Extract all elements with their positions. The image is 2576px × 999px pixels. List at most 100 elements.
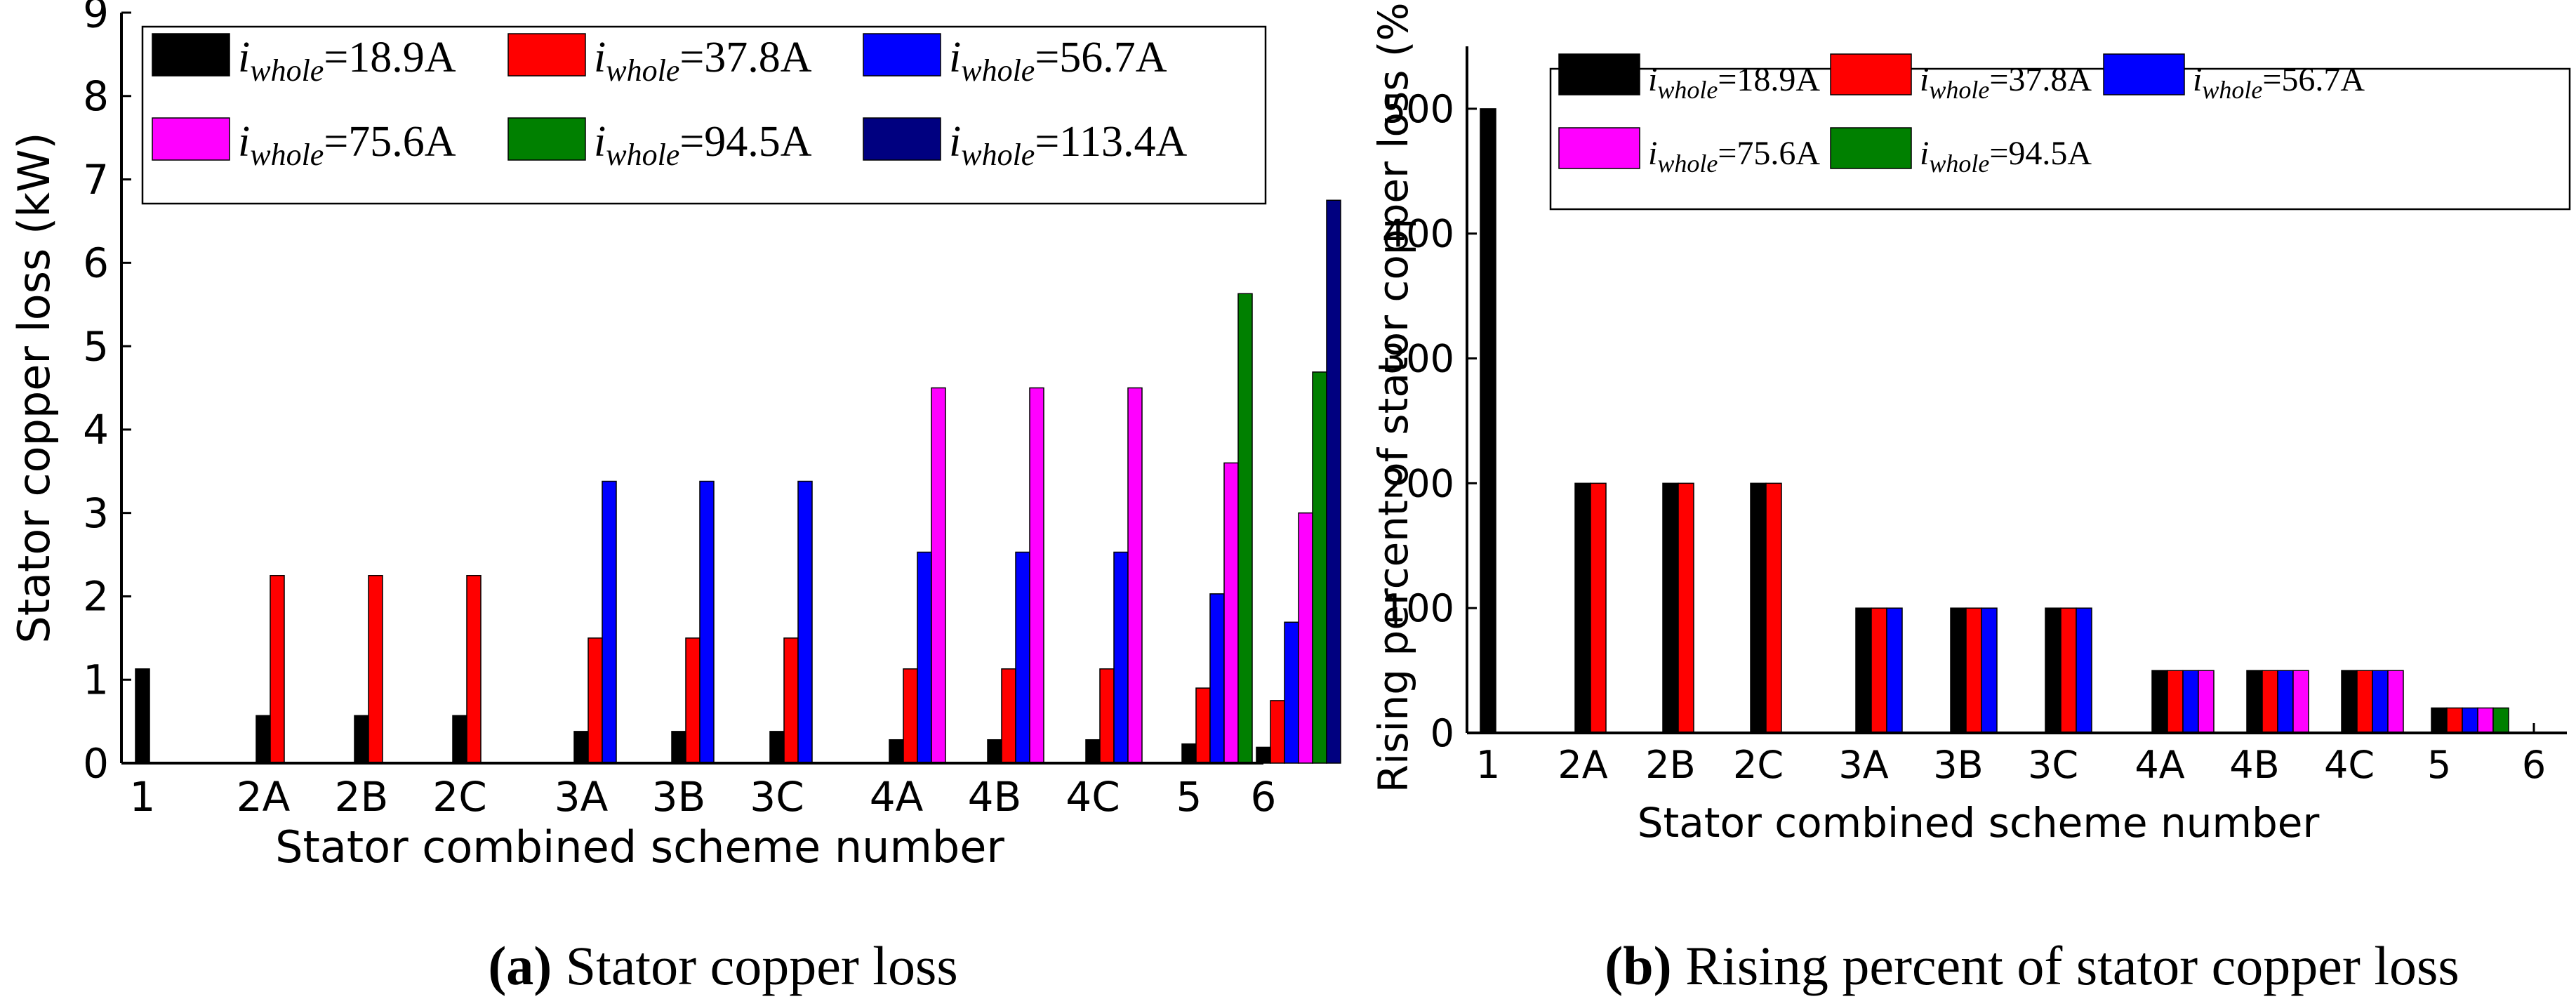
bar-b-4B-s4	[2292, 670, 2309, 734]
x-tick-label-b-3C: 3C	[2028, 743, 2078, 787]
bar-b-3A-s1	[1855, 607, 1872, 734]
legend-label-a-s3: iwhole=56.7A	[949, 34, 1167, 88]
legend-value: =94.5A	[679, 118, 811, 166]
x-tick-label-b-2A: 2A	[1558, 743, 1607, 787]
y-tick-label-b-300: 300	[1382, 336, 1454, 381]
bar-b-3C-s3	[2076, 607, 2092, 734]
bar-b-3B-s1	[1950, 607, 1967, 734]
x-tick-label-b-4A: 4A	[2135, 743, 2184, 787]
legend-label-a-s5: iwhole=94.5A	[594, 118, 812, 172]
legend-subscript: whole	[250, 138, 324, 172]
bar-a-3C-s2	[783, 637, 799, 764]
legend-subscript: whole	[961, 53, 1035, 88]
legend-i-symbol: i	[238, 118, 250, 166]
legend-value: =37.8A	[1989, 61, 2092, 98]
x-tick-label-b-4B: 4B	[2229, 743, 2279, 787]
bar-a-5-s2	[1195, 687, 1211, 764]
x-tick-label-a-4A: 4A	[870, 773, 924, 821]
x-tick-label-b-2B: 2B	[1645, 743, 1695, 787]
legend-label-b-s3: iwhole=56.7A	[2193, 61, 2365, 104]
legend-value: =75.6A	[1718, 135, 1820, 172]
legend-label-a-s2: iwhole=37.8A	[594, 34, 812, 88]
bar-a-4A-s2	[903, 668, 918, 764]
legend-subscript: whole	[961, 138, 1035, 172]
x-axis-title-a: Stator combined scheme number	[275, 821, 1004, 873]
bar-a-4C-s3	[1113, 551, 1129, 764]
bar-a-4A-s3	[917, 551, 932, 764]
x-tick-label-a-1: 1	[130, 773, 156, 821]
x-tick-label-a-3A: 3A	[555, 773, 609, 821]
bar-a-4A-s4	[931, 387, 946, 764]
legend-swatch-b-s4	[1558, 127, 1640, 169]
y-tick-label-a-8: 8	[83, 72, 109, 120]
caption-b-letter: (b)	[1605, 935, 1671, 996]
legend-value: =56.7A	[1035, 34, 1167, 81]
legend-subscript: whole	[2202, 76, 2262, 104]
y-tick-label-b-0: 0	[1430, 711, 1454, 755]
x-tick-label-b-5: 5	[2427, 743, 2451, 787]
legend-b	[1549, 67, 2571, 211]
bar-a-2A-s2	[270, 575, 285, 764]
y-tick-label-b-200: 200	[1382, 461, 1454, 505]
bar-b-3B-s2	[1965, 607, 1982, 734]
x-tick-label-b-1: 1	[1476, 743, 1500, 787]
y-axis-title-a: Stator copper loss (kW)	[8, 132, 60, 643]
legend-value: =75.6A	[324, 118, 456, 166]
x-tick-label-a-3B: 3B	[652, 773, 706, 821]
legend-value: =94.5A	[1989, 135, 2092, 172]
bar-b-2B-s2	[1678, 482, 1694, 734]
legend-i-symbol: i	[238, 34, 250, 81]
bar-b-4C-s4	[2387, 670, 2404, 734]
legend-swatch-a-s3	[863, 33, 941, 77]
x-tick-label-a-6: 6	[1251, 773, 1277, 821]
y-tick-label-b-100: 100	[1382, 586, 1454, 630]
y-tick-label-a-9: 9	[83, 0, 109, 37]
x-tick-label-b-4C: 4C	[2324, 743, 2375, 787]
legend-subscript: whole	[250, 53, 324, 88]
legend-i-symbol: i	[949, 118, 961, 166]
caption-b: (b) Rising percent of stator copper loss	[1605, 935, 2459, 996]
legend-subscript: whole	[1929, 150, 1989, 178]
legend-swatch-b-s3	[2103, 53, 2185, 95]
x-tick-label-a-4B: 4B	[968, 773, 1022, 821]
legend-label-b-s4: iwhole=75.6A	[1648, 135, 1820, 178]
bar-a-4C-s2	[1099, 668, 1115, 764]
bar-a-4B-s4	[1029, 387, 1044, 764]
legend-i-symbol: i	[1920, 61, 1929, 98]
x-tick-label-a-4C: 4C	[1065, 773, 1120, 821]
bar-b-4C-s3	[2372, 670, 2389, 734]
bar-b-5-s4	[2477, 707, 2494, 734]
bar-b-4B-s2	[2262, 670, 2278, 734]
bar-b-4A-s3	[2182, 670, 2199, 734]
legend-swatch-a-s5	[507, 117, 586, 161]
x-tick-label-a-2B: 2B	[335, 773, 389, 821]
bar-a-1-s1	[135, 668, 150, 764]
legend-swatch-a-s1	[152, 33, 230, 77]
bar-a-5-s4	[1223, 462, 1239, 764]
bar-a-2C-s2	[466, 575, 482, 764]
y-tick-label-a-0: 0	[83, 739, 109, 787]
legend-swatch-b-s5	[1830, 127, 1912, 169]
legend-subscript: whole	[1929, 76, 1989, 104]
legend-swatch-b-s2	[1830, 53, 1912, 95]
legend-i-symbol: i	[1648, 135, 1657, 172]
y-tick-label-a-2: 2	[83, 573, 109, 621]
bar-b-4B-s3	[2277, 670, 2294, 734]
legend-subscript: whole	[1657, 150, 1718, 178]
legend-i-symbol: i	[1920, 135, 1929, 172]
x-tick-label-a-2C: 2C	[432, 773, 486, 821]
x-tick-label-b-2C: 2C	[1733, 743, 1784, 787]
bar-b-4A-s2	[2167, 670, 2184, 734]
y-tick-label-a-7: 7	[83, 156, 109, 204]
legend-swatch-b-s1	[1558, 53, 1640, 95]
legend-subscript: whole	[1657, 76, 1718, 104]
legend-swatch-a-s4	[152, 117, 230, 161]
caption-a: (a) Stator copper loss	[488, 935, 957, 996]
bar-b-2C-s1	[1750, 482, 1767, 734]
legend-i-symbol: i	[949, 34, 961, 81]
bar-a-2B-s2	[368, 575, 383, 764]
y-tick-label-a-5: 5	[83, 322, 109, 370]
x-tick-label-a-5: 5	[1176, 773, 1202, 821]
legend-swatch-a-s6	[863, 117, 941, 161]
